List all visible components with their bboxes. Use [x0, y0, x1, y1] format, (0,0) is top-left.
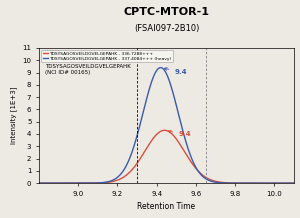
Text: 9.4: 9.4	[164, 68, 187, 75]
Legend: TDSYSAGOSVEILDGVELGEPAHK - 336.7288+++, TDSYSAGOSVEILDGVELGEPAHK - 337.4084+++ (: TDSYSAGOSVEILDGVELGEPAHK - 336.7288+++, …	[41, 50, 173, 62]
Text: (FSAI097-2B10): (FSAI097-2B10)	[134, 24, 199, 33]
Text: IMRM of
CPTC-MTOR peptide 6
TDSYSAGOSVEILDGVELGEPAHK
(NCI ID# 00165): IMRM of CPTC-MTOR peptide 6 TDSYSAGOSVEI…	[45, 50, 130, 75]
Text: CPTC-MTOR-1: CPTC-MTOR-1	[124, 7, 209, 17]
Text: 9.4: 9.4	[168, 130, 191, 137]
Y-axis label: Intensity [1E+3]: Intensity [1E+3]	[10, 87, 17, 144]
X-axis label: Retention Time: Retention Time	[137, 202, 196, 211]
